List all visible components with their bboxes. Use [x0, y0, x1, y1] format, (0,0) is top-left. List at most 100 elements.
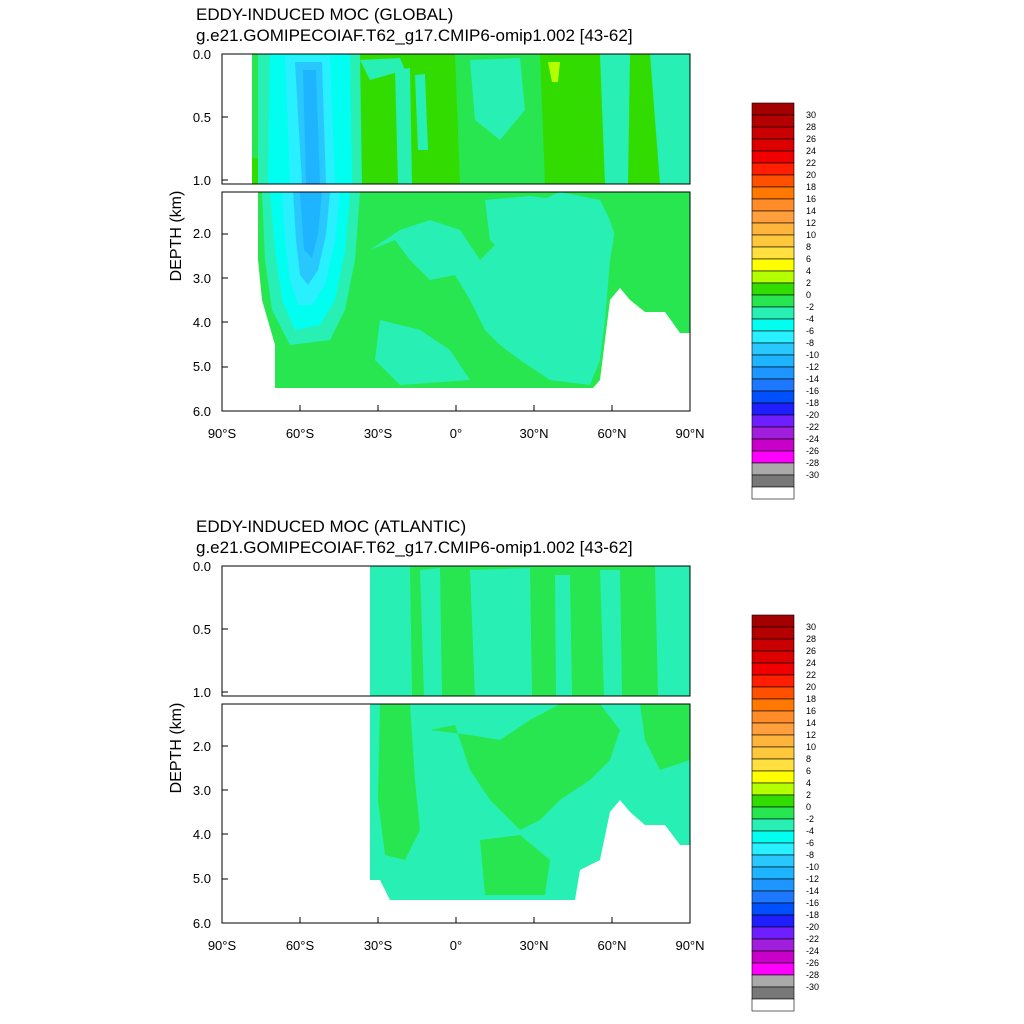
colorbar-swatch: [751, 294, 795, 308]
colorbar: 302826242220181614121086420-2-4-6-8-10-1…: [751, 102, 819, 500]
colorbar-label: 0: [806, 290, 811, 300]
colorbar-swatch: [751, 878, 795, 892]
colorbar: 302826242220181614121086420-2-4-6-8-10-1…: [751, 614, 819, 1012]
colorbar-label: -14: [806, 374, 819, 384]
colorbar-swatch: [751, 402, 795, 416]
colorbar-swatch: [751, 162, 795, 176]
colorbar-swatch: [751, 650, 795, 664]
colorbar-label: 6: [806, 766, 811, 776]
colorbar-label: -16: [806, 386, 819, 396]
colorbar-label: 12: [806, 730, 816, 740]
colorbar-swatch: [751, 890, 795, 904]
colorbar-label: -6: [806, 326, 814, 336]
colorbar-label: -18: [806, 910, 819, 920]
colorbar-swatch: [751, 114, 795, 128]
x-tick-label: 90°S: [208, 938, 237, 953]
x-tick-label: 0°: [450, 938, 462, 953]
x-tick-label: 30°S: [364, 938, 393, 953]
colorbar-swatch: [751, 210, 795, 224]
colorbar-swatch: [751, 638, 795, 652]
colorbar-label: 10: [806, 742, 816, 752]
y-tick-label: 1.0: [193, 685, 211, 700]
colorbar-swatch: [751, 486, 795, 500]
y-tick-label: 3.0: [193, 271, 211, 286]
colorbar-swatch: [751, 462, 795, 476]
colorbar-label: 26: [806, 646, 816, 656]
colorbar-label: 20: [806, 170, 816, 180]
y-tick-label: 4.0: [193, 827, 211, 842]
colorbar-swatch: [751, 866, 795, 880]
colorbar-swatch: [751, 102, 795, 116]
colorbar-label: -12: [806, 362, 819, 372]
colorbar-label: 30: [806, 622, 816, 632]
panel-title: EDDY-INDUCED MOC (GLOBAL): [196, 5, 453, 24]
colorbar-label: -2: [806, 814, 814, 824]
colorbar-swatch: [751, 150, 795, 164]
colorbar-swatch: [751, 474, 795, 488]
colorbar-label: -8: [806, 338, 814, 348]
x-tick-label: 60°N: [597, 426, 626, 441]
upper-contour-field: [252, 54, 690, 184]
colorbar-label: 16: [806, 194, 816, 204]
colorbar-swatch: [751, 698, 795, 712]
colorbar-label: 4: [806, 778, 811, 788]
colorbar-swatch: [751, 246, 795, 260]
colorbar-label: -24: [806, 434, 819, 444]
colorbar-swatch: [751, 926, 795, 940]
colorbar-swatch: [751, 842, 795, 856]
y-tick-label: 0.5: [193, 622, 211, 637]
y-tick-label: 6.0: [193, 916, 211, 931]
colorbar-label: 24: [806, 658, 816, 668]
colorbar-label: 8: [806, 242, 811, 252]
panel-subtitle: g.e21.GOMIPECOIAF.T62_g17.CMIP6-omip1.00…: [196, 538, 633, 557]
colorbar-label: -24: [806, 946, 819, 956]
colorbar-label: -14: [806, 886, 819, 896]
colorbar-swatch: [751, 830, 795, 844]
colorbar-swatch: [751, 174, 795, 188]
axis-ticks: [221, 53, 691, 412]
colorbar-swatch: [751, 986, 795, 1000]
colorbar-swatch: [751, 614, 795, 628]
colorbar-swatch: [751, 998, 795, 1012]
colorbar-label: 2: [806, 278, 811, 288]
x-tick-label: 30°S: [364, 426, 393, 441]
colorbar-label: -10: [806, 350, 819, 360]
colorbar-label: 22: [806, 670, 816, 680]
colorbar-label: -6: [806, 838, 814, 848]
colorbar-swatch: [751, 818, 795, 832]
colorbar-swatch: [751, 414, 795, 428]
colorbar-swatch: [751, 258, 795, 272]
colorbar-label: -22: [806, 422, 819, 432]
colorbar-label: 16: [806, 706, 816, 716]
colorbar-swatch: [751, 722, 795, 736]
colorbar-swatch: [751, 126, 795, 140]
colorbar-label: 14: [806, 718, 816, 728]
colorbar-label: -28: [806, 458, 819, 468]
colorbar-swatch: [751, 770, 795, 784]
colorbar-swatch: [751, 758, 795, 772]
colorbar-swatch: [751, 450, 795, 464]
colorbar-label: -28: [806, 970, 819, 980]
panel-subtitle: g.e21.GOMIPECOIAF.T62_g17.CMIP6-omip1.00…: [196, 26, 633, 45]
x-tick-label: 60°S: [286, 426, 315, 441]
colorbar-label: -4: [806, 826, 814, 836]
colorbar-label: 26: [806, 134, 816, 144]
y-tick-label: 2.0: [193, 739, 211, 754]
colorbar-label: -26: [806, 958, 819, 968]
colorbar-swatch: [751, 186, 795, 200]
x-tick-label: 0°: [450, 426, 462, 441]
colorbar-swatch: [751, 950, 795, 964]
colorbar-swatch: [751, 794, 795, 808]
colorbar-swatch: [751, 686, 795, 700]
x-tick-label: 90°S: [208, 426, 237, 441]
upper-contour-field: [370, 566, 690, 696]
colorbar-swatch: [751, 782, 795, 796]
colorbar-label: 6: [806, 254, 811, 264]
lower-contour-field: [370, 704, 690, 900]
colorbar-label: -12: [806, 874, 819, 884]
y-tick-label: 3.0: [193, 783, 211, 798]
x-tick-label: 30°N: [519, 938, 548, 953]
x-tick-label: 30°N: [519, 426, 548, 441]
colorbar-swatch: [751, 974, 795, 988]
